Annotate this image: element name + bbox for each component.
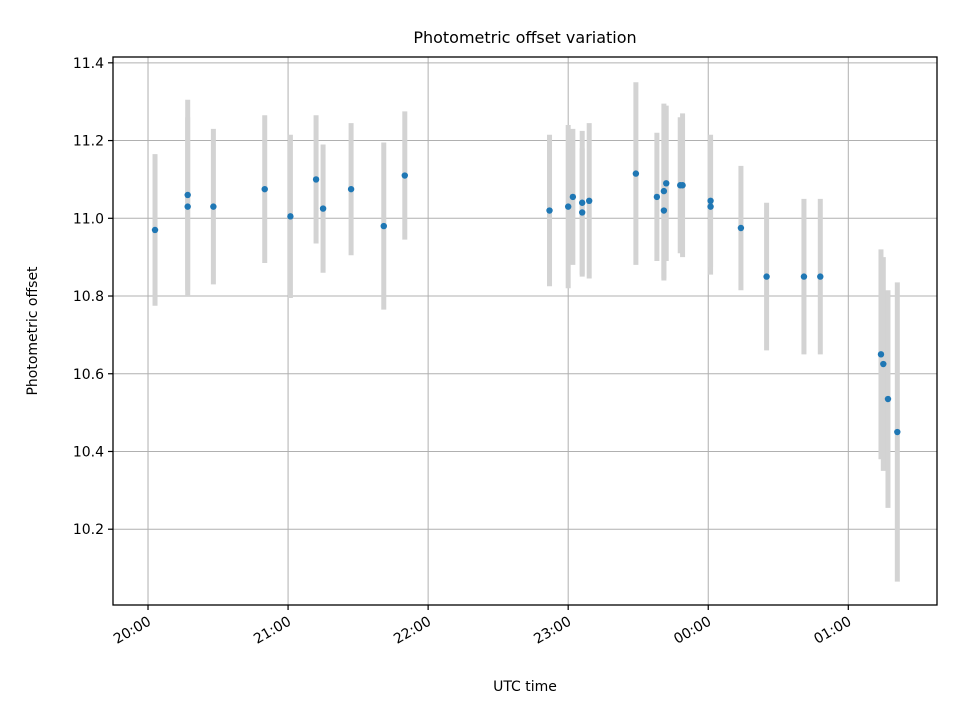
data-point [800,273,808,280]
data-point [380,222,387,230]
y-tick-label: 10.8 [73,289,104,305]
data-point [312,176,320,183]
data-point [707,197,714,205]
data-point [287,213,294,220]
data-point [663,180,670,187]
data-points [151,170,901,436]
data-point [564,203,572,210]
data-point [261,185,268,193]
data-point [184,203,191,210]
data-point [401,172,408,179]
data-point [585,197,593,205]
y-tick-label: 10.4 [73,444,104,460]
data-point [653,193,661,201]
y-tick-label: 11.4 [73,56,104,72]
y-axis-ticks: 10.2 10.4 10.6 10.8 11.0 11.2 11.4 [73,56,113,538]
y-tick-label: 10.6 [73,367,104,383]
y-axis-label: Photometric offset [25,266,41,396]
data-point [546,207,553,214]
data-point [763,273,770,280]
data-point [884,395,892,403]
y-tick-label: 11.0 [73,211,104,227]
data-point [737,224,745,232]
data-point [660,187,668,195]
data-point [679,182,686,189]
x-axis-label: UTC time [493,679,557,695]
data-point [347,185,355,193]
data-point [569,193,577,201]
data-point [578,199,586,206]
y-tick-label: 11.2 [73,134,104,150]
data-point [632,170,640,177]
grid [113,57,937,605]
data-point [660,207,668,214]
data-point [817,273,824,280]
data-point [319,205,327,212]
chart-title: Photometric offset variation [413,28,636,47]
y-tick-label: 10.2 [73,522,104,538]
data-point [880,360,887,368]
data-point [707,203,714,210]
data-point [578,209,586,216]
data-point [184,191,191,199]
data-point [210,203,217,210]
data-point [877,351,885,358]
plot-frame [112,56,938,606]
data-point [894,428,901,436]
data-point [151,226,159,234]
